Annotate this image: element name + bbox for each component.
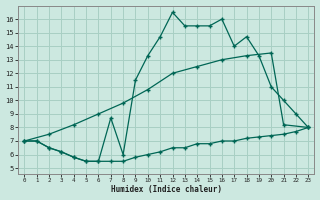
X-axis label: Humidex (Indice chaleur): Humidex (Indice chaleur) (111, 185, 222, 194)
